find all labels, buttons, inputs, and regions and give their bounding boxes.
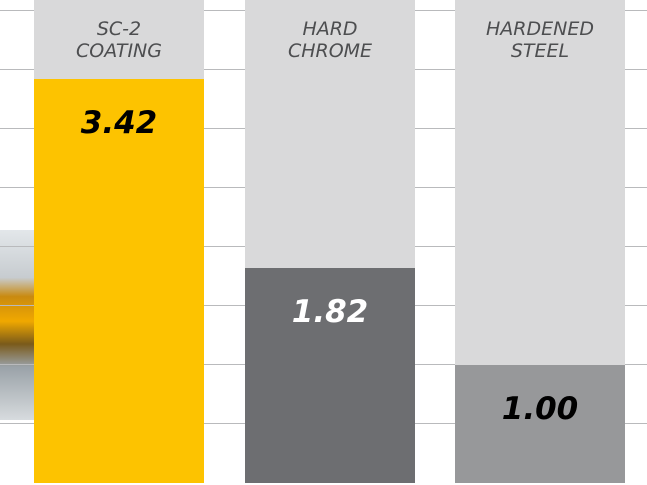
value-label: 1.82 xyxy=(291,294,369,331)
bar: 1.00 xyxy=(455,365,625,483)
category-label: HARD CHROME xyxy=(287,18,373,62)
photo-fragment xyxy=(0,230,34,420)
column: HARDENED STEEL 1.00 xyxy=(455,0,625,483)
category-label: HARDENED STEEL xyxy=(486,18,594,62)
column: SC-2 COATING 3.42 xyxy=(34,0,204,483)
column: HARD CHROME 1.82 xyxy=(245,0,415,483)
category-label: SC-2 COATING xyxy=(76,18,162,62)
bar: 1.82 xyxy=(245,268,415,483)
value-label: 3.42 xyxy=(80,105,158,142)
bar: 3.42 xyxy=(34,79,204,483)
value-label: 1.00 xyxy=(501,391,579,427)
